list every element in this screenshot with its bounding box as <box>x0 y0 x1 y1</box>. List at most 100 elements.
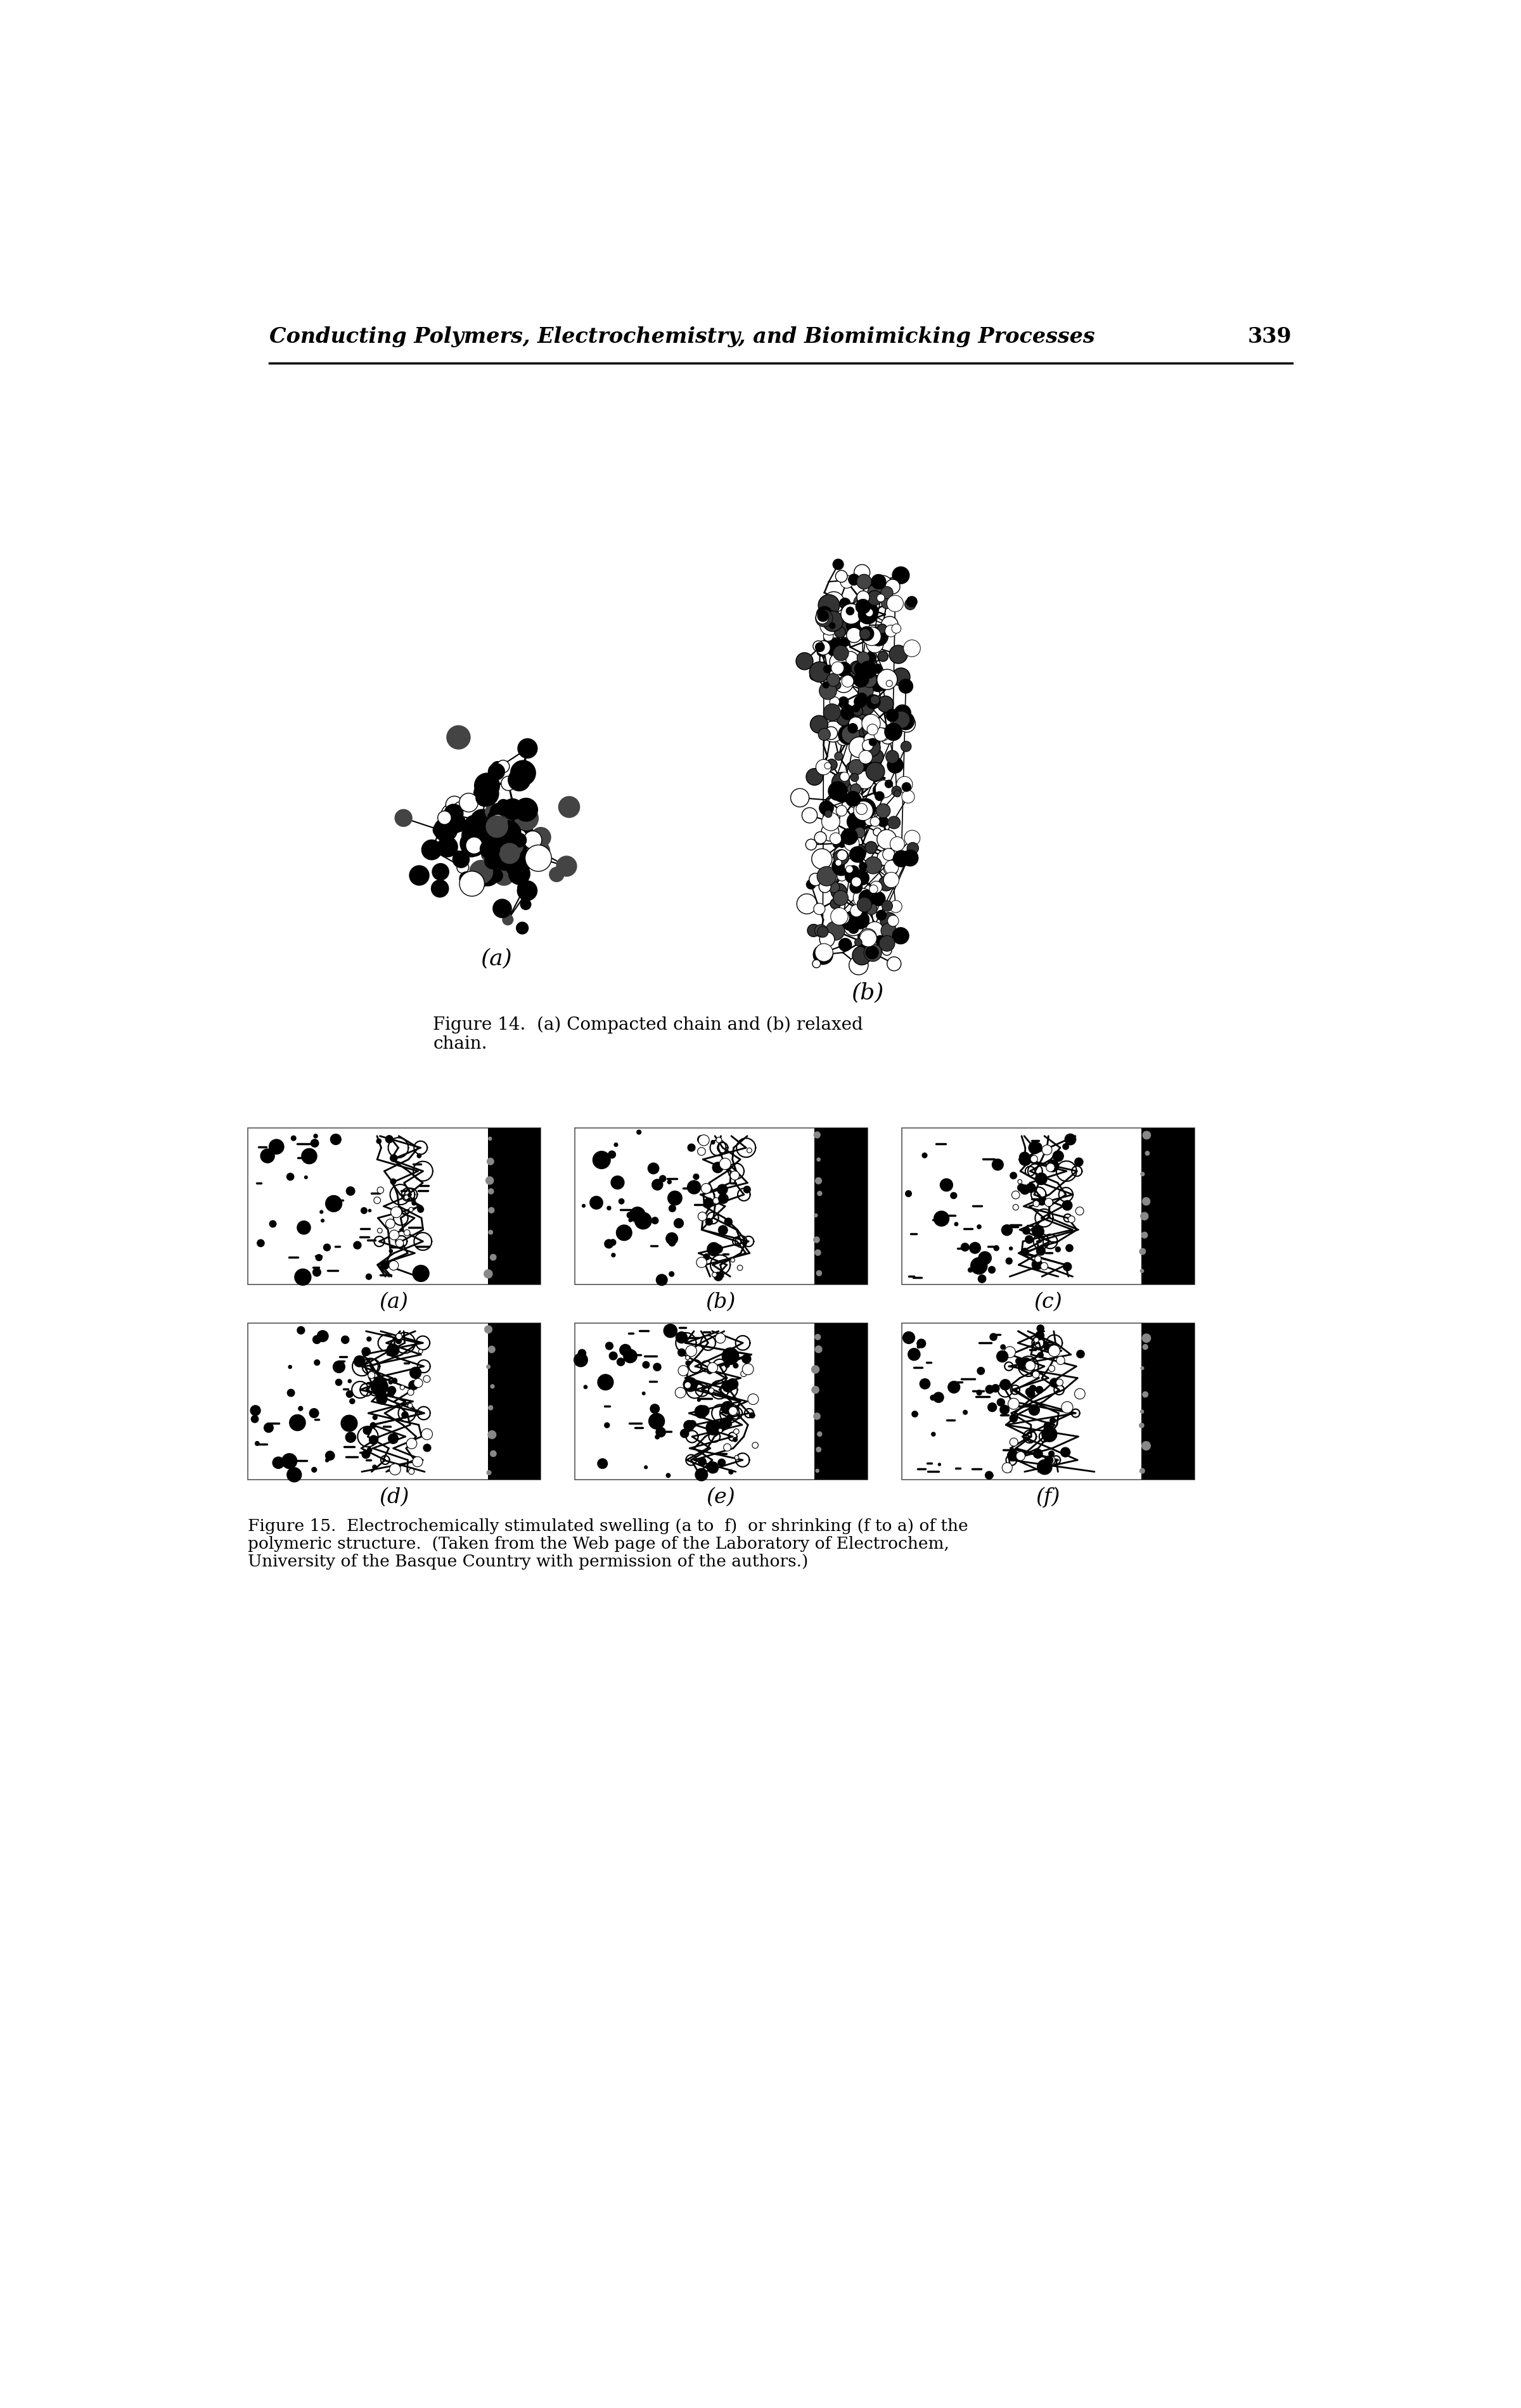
Circle shape <box>517 879 532 896</box>
Circle shape <box>846 761 859 775</box>
Circle shape <box>815 1250 821 1255</box>
Circle shape <box>815 925 827 937</box>
Circle shape <box>1010 1247 1013 1250</box>
Circle shape <box>878 669 897 689</box>
Circle shape <box>683 1377 697 1392</box>
Circle shape <box>514 807 538 831</box>
Circle shape <box>316 1332 329 1341</box>
Circle shape <box>1049 1377 1059 1387</box>
Circle shape <box>1010 1173 1016 1180</box>
Circle shape <box>481 862 493 874</box>
Circle shape <box>855 722 870 737</box>
Circle shape <box>934 1211 949 1226</box>
Circle shape <box>823 612 843 631</box>
Circle shape <box>837 804 847 816</box>
Circle shape <box>1142 1344 1148 1348</box>
Circle shape <box>500 775 516 790</box>
Circle shape <box>823 631 834 641</box>
Circle shape <box>832 857 850 877</box>
Circle shape <box>847 628 861 643</box>
Circle shape <box>791 787 809 807</box>
Circle shape <box>992 1385 999 1392</box>
Circle shape <box>844 607 862 624</box>
Circle shape <box>513 833 526 848</box>
Circle shape <box>715 1334 726 1344</box>
Circle shape <box>903 641 920 657</box>
Circle shape <box>829 660 846 679</box>
Circle shape <box>859 619 870 628</box>
Circle shape <box>815 759 832 775</box>
Circle shape <box>642 1392 645 1394</box>
Circle shape <box>887 956 900 970</box>
Circle shape <box>834 915 841 925</box>
Circle shape <box>494 819 517 840</box>
Circle shape <box>310 1139 318 1146</box>
Circle shape <box>850 845 865 860</box>
Circle shape <box>707 1243 721 1257</box>
Circle shape <box>325 1452 335 1459</box>
Circle shape <box>459 872 473 886</box>
Circle shape <box>1048 1452 1054 1457</box>
Circle shape <box>656 1435 659 1440</box>
Circle shape <box>838 696 849 706</box>
Circle shape <box>1048 1365 1056 1373</box>
Circle shape <box>289 1413 306 1430</box>
Circle shape <box>1063 1144 1069 1149</box>
Circle shape <box>506 845 528 867</box>
Circle shape <box>467 867 488 889</box>
Circle shape <box>712 1163 722 1173</box>
Circle shape <box>855 872 868 886</box>
Circle shape <box>881 588 893 600</box>
Circle shape <box>287 1466 301 1481</box>
Circle shape <box>802 807 817 824</box>
Circle shape <box>809 662 830 681</box>
Circle shape <box>843 780 862 799</box>
Circle shape <box>969 1243 981 1255</box>
Circle shape <box>884 872 899 889</box>
Circle shape <box>859 602 878 621</box>
Circle shape <box>1036 1173 1046 1185</box>
Circle shape <box>809 874 821 886</box>
Circle shape <box>408 1404 412 1409</box>
Circle shape <box>499 824 513 836</box>
Circle shape <box>341 1416 357 1430</box>
Circle shape <box>856 573 872 590</box>
Circle shape <box>707 1462 718 1474</box>
Circle shape <box>862 898 879 913</box>
Circle shape <box>847 763 867 783</box>
Circle shape <box>490 802 510 824</box>
Text: 339: 339 <box>1247 327 1291 347</box>
Circle shape <box>870 674 887 691</box>
Circle shape <box>713 1197 719 1204</box>
Circle shape <box>865 816 873 826</box>
Circle shape <box>840 773 849 780</box>
Circle shape <box>875 727 887 742</box>
Circle shape <box>818 949 832 961</box>
Text: polymeric structure.  (Taken from the Web page of the Laboratory of Electrochem,: polymeric structure. (Taken from the Web… <box>248 1536 949 1553</box>
Circle shape <box>1063 1262 1072 1271</box>
Circle shape <box>485 816 508 838</box>
Circle shape <box>853 706 862 715</box>
Circle shape <box>841 828 858 845</box>
Circle shape <box>820 932 835 946</box>
Circle shape <box>684 1382 691 1389</box>
Text: chain.: chain. <box>433 1035 487 1052</box>
Circle shape <box>491 761 505 775</box>
Circle shape <box>1043 1423 1053 1430</box>
Circle shape <box>313 1134 318 1139</box>
Circle shape <box>472 821 487 838</box>
Circle shape <box>894 706 911 722</box>
Circle shape <box>417 1206 424 1211</box>
Circle shape <box>494 821 522 848</box>
Circle shape <box>479 814 503 838</box>
Circle shape <box>487 811 497 821</box>
Circle shape <box>487 1158 494 1165</box>
Circle shape <box>485 848 503 867</box>
Circle shape <box>368 1373 376 1377</box>
Circle shape <box>488 869 503 884</box>
Circle shape <box>505 836 532 862</box>
Circle shape <box>689 1421 697 1428</box>
Circle shape <box>878 831 896 850</box>
Circle shape <box>598 1459 607 1469</box>
Circle shape <box>872 891 885 905</box>
